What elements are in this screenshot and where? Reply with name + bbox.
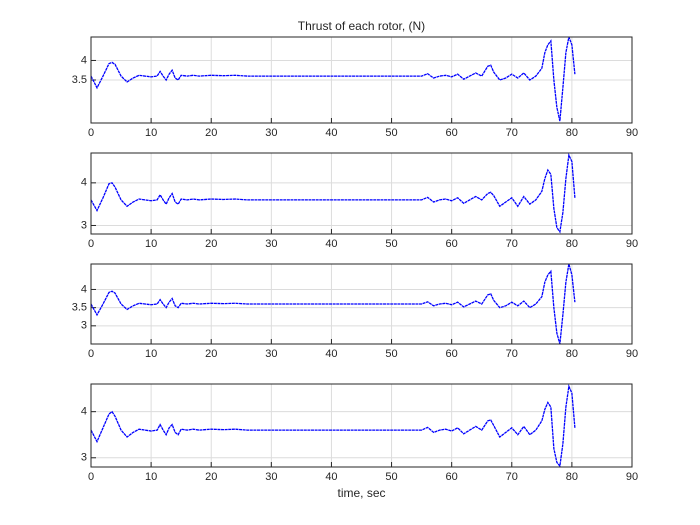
y-tick-label: 4: [81, 54, 87, 66]
axes-background: [91, 153, 632, 234]
x-tick-label: 0: [88, 238, 94, 250]
x-tick-label: 10: [145, 348, 157, 360]
axes-box: [90, 383, 633, 468]
x-tick-label: 70: [506, 348, 518, 360]
x-tick-label: 50: [385, 348, 397, 360]
x-tick-label: 70: [506, 127, 518, 139]
y-tick-label: 4: [81, 406, 87, 418]
x-tick-label: 0: [88, 348, 94, 360]
x-tick-label: 50: [385, 471, 397, 483]
x-tick-label: 90: [626, 471, 638, 483]
x-tick-label: 60: [446, 127, 458, 139]
x-tick-label: 0: [88, 127, 94, 139]
data-line: [91, 37, 576, 122]
x-tick-label: 70: [506, 471, 518, 483]
y-tick-label: 3: [81, 219, 87, 231]
axes-box: [90, 36, 633, 124]
x-tick-label: 90: [626, 238, 638, 250]
x-tick-label: 10: [145, 238, 157, 250]
y-tick-label: 3.5: [72, 302, 87, 314]
x-axis-label: time, sec: [337, 486, 385, 500]
x-tick-label: 60: [446, 348, 458, 360]
x-tick-label: 30: [265, 471, 277, 483]
x-tick-label: 40: [325, 471, 337, 483]
y-tick-label: 3: [81, 320, 87, 332]
x-tick-label: 30: [265, 238, 277, 250]
y-tick-label: 4: [81, 283, 87, 295]
data-line: [91, 153, 576, 234]
axes-box: [90, 263, 633, 345]
y-tick-label: 4: [81, 177, 87, 189]
x-tick-label: 30: [265, 127, 277, 139]
x-tick-label: 20: [205, 471, 217, 483]
axes-box: [90, 152, 633, 235]
x-tick-label: 70: [506, 238, 518, 250]
x-tick-label: 80: [566, 127, 578, 139]
axes-background: [91, 384, 632, 467]
y-tick-label: 3: [81, 452, 87, 464]
x-tick-label: 80: [566, 471, 578, 483]
x-tick-label: 10: [145, 471, 157, 483]
x-tick-label: 90: [626, 348, 638, 360]
x-tick-label: 20: [205, 348, 217, 360]
x-tick-label: 0: [88, 471, 94, 483]
x-tick-label: 50: [385, 238, 397, 250]
x-tick-label: 20: [205, 127, 217, 139]
x-tick-label: 60: [446, 471, 458, 483]
x-tick-label: 10: [145, 127, 157, 139]
x-tick-label: 20: [205, 238, 217, 250]
x-tick-label: 40: [325, 238, 337, 250]
data-line: [91, 264, 576, 344]
y-tick-label: 3.5: [72, 74, 87, 86]
x-tick-label: 80: [566, 348, 578, 360]
x-tick-label: 30: [265, 348, 277, 360]
x-tick-label: 90: [626, 127, 638, 139]
x-tick-label: 60: [446, 238, 458, 250]
data-line: [91, 384, 576, 467]
x-tick-label: 40: [325, 127, 337, 139]
x-tick-label: 40: [325, 348, 337, 360]
x-tick-label: 80: [566, 238, 578, 250]
chart-title: Thrust of each rotor, (N): [298, 19, 425, 33]
x-tick-label: 50: [385, 127, 397, 139]
